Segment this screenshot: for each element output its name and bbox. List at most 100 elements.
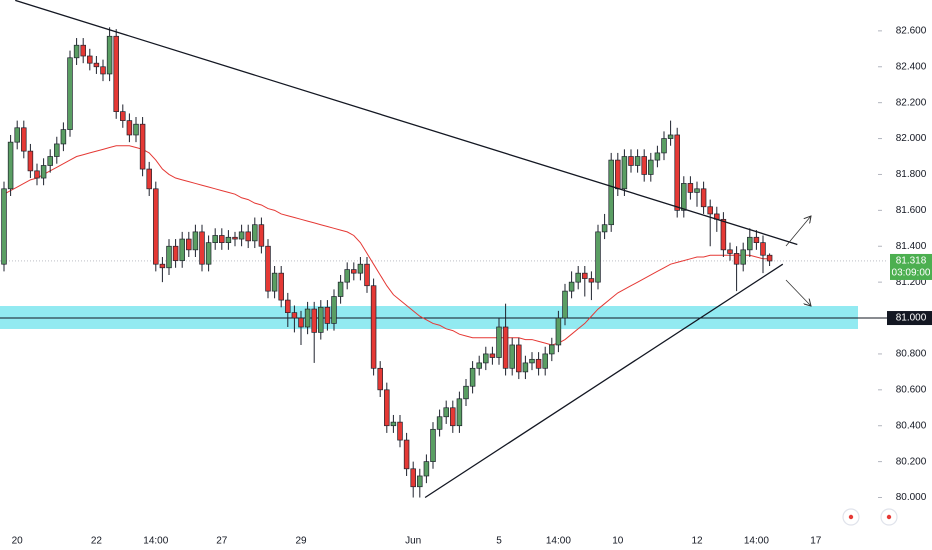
candle-body <box>509 344 515 369</box>
candle-body <box>753 236 760 244</box>
candle-body <box>463 385 469 400</box>
candle-body <box>1 188 7 265</box>
candle-body <box>700 188 707 208</box>
candle-body <box>172 245 179 261</box>
candle-body <box>502 326 509 369</box>
y-tick-label: 80.200 <box>896 456 927 467</box>
icon-dot[interactable] <box>886 514 892 520</box>
y-tick-label: 82.000 <box>896 133 927 144</box>
replay-icon[interactable] <box>842 508 860 526</box>
candle-body <box>133 123 139 136</box>
candle-body <box>489 353 496 358</box>
candle-body <box>311 308 317 333</box>
candle-body <box>423 461 430 477</box>
candle-body <box>364 263 370 287</box>
y-tick-label: 80.400 <box>896 420 927 431</box>
candle-body <box>298 317 304 328</box>
countdown-label: 03:09:00 <box>892 268 931 279</box>
candle-body <box>265 245 271 292</box>
candle-body <box>667 134 674 139</box>
candle-body <box>252 224 258 242</box>
candle-body <box>747 236 753 251</box>
candle-body <box>351 269 357 274</box>
candle-body <box>549 344 555 355</box>
candle-body <box>641 156 647 175</box>
candle-body <box>271 272 278 292</box>
candle-body <box>80 44 86 57</box>
y-tick-label: 81.800 <box>896 169 927 180</box>
candle-body <box>304 308 311 328</box>
y-tick-label: 82.200 <box>896 97 927 108</box>
record-icon[interactable] <box>880 508 898 526</box>
candle-body <box>153 188 159 265</box>
candle-body <box>575 272 581 283</box>
candle-body <box>740 249 746 265</box>
x-tick-label: 29 <box>295 536 307 547</box>
candle-body <box>192 231 199 251</box>
support-tag-label: 81.000 <box>896 313 927 324</box>
candle-body <box>34 170 40 179</box>
x-tick-label: 14:00 <box>546 536 571 547</box>
candle-body <box>390 421 397 427</box>
candle-body <box>113 35 119 112</box>
candle-body <box>285 299 291 314</box>
candle-body <box>456 398 463 427</box>
candle-body <box>694 188 700 193</box>
candle-body <box>384 389 390 427</box>
candle-body <box>166 245 172 269</box>
candle-body <box>344 269 350 283</box>
last-price-tag <box>890 253 932 280</box>
candle-body <box>377 367 383 391</box>
candle-body <box>661 138 667 154</box>
projection-arrow-up <box>785 216 811 247</box>
y-tick-label: 81.200 <box>896 277 927 288</box>
candle-body <box>324 306 331 324</box>
candle-body <box>278 272 284 301</box>
y-tick-label: 81.400 <box>896 241 927 252</box>
candle-body <box>582 272 588 279</box>
candle-body <box>588 278 595 283</box>
y-tick-label: 82.400 <box>896 61 927 72</box>
candle-body <box>205 242 212 265</box>
x-tick-label: 27 <box>216 536 228 547</box>
candle-body <box>179 238 185 261</box>
trendline <box>15 0 798 246</box>
candle-body <box>258 224 265 247</box>
projection-arrow-down <box>785 279 811 306</box>
candle-body <box>760 242 766 256</box>
x-tick-label: Jun <box>405 536 421 547</box>
candle-body <box>21 127 27 152</box>
candle-body <box>687 183 694 193</box>
candle-body <box>529 358 535 364</box>
candle-body <box>476 362 482 369</box>
last-price-label: 81.318 <box>896 256 927 267</box>
candle-body <box>212 235 218 244</box>
candle-body <box>27 150 34 172</box>
support-tag <box>887 311 932 326</box>
candle-body <box>469 367 476 387</box>
candle-body <box>245 231 251 242</box>
candle-body <box>654 152 661 161</box>
candle-body <box>410 468 416 488</box>
candle-body <box>232 236 238 240</box>
candle-body <box>146 168 152 190</box>
candle-body <box>733 253 740 265</box>
candle-body <box>93 62 100 68</box>
candle-body <box>357 263 364 274</box>
candle-body <box>60 129 67 145</box>
candle-body <box>601 224 608 233</box>
candle-body <box>707 206 713 215</box>
candle-body <box>766 254 773 262</box>
icon-dot[interactable] <box>848 514 854 520</box>
candle-body <box>430 428 436 462</box>
candle-body <box>522 362 529 373</box>
candle-body <box>67 57 73 130</box>
x-tick-label: 12 <box>691 536 703 547</box>
candle-body <box>139 123 146 170</box>
candle-body <box>126 120 133 136</box>
candle-body <box>186 238 192 251</box>
candle-body <box>542 353 548 369</box>
